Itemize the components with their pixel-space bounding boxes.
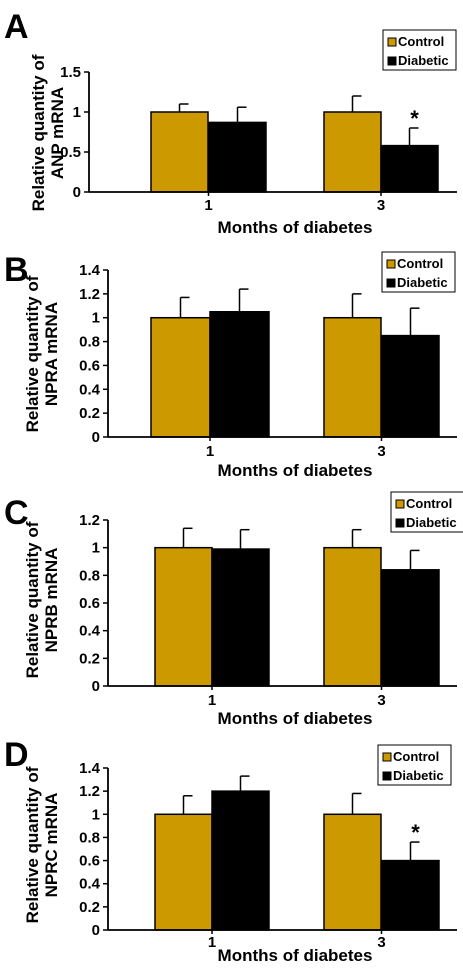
y-axis-label: Relative quantity ofNPRC mRNA	[23, 766, 61, 923]
bar-diabetic-1	[211, 548, 270, 687]
y-tick-label: 1.4	[79, 262, 101, 279]
y-axis-label-line: Relative quantity of	[23, 766, 42, 923]
y-tick-label: 0.4	[79, 623, 101, 640]
panel-letter: B	[4, 251, 29, 289]
legend-swatch-control	[386, 259, 396, 269]
y-tick-label: 1	[92, 540, 100, 557]
y-tick-label: 0	[92, 922, 100, 939]
significance-marker: *	[411, 820, 420, 845]
y-axis-label: Relative quantity ofANP mRNA	[29, 54, 67, 211]
y-axis-label: Relative quantity ofNPRA mRNA	[23, 275, 61, 432]
y-tick-label: 0.5	[60, 144, 81, 161]
y-tick-label: 1.2	[79, 783, 100, 800]
legend: Control Diabetic	[377, 744, 452, 786]
y-tick-label: 0.2	[79, 650, 100, 667]
legend-label-control: Control	[397, 256, 443, 271]
bar-control-1	[150, 316, 211, 438]
bar-control-1	[154, 813, 213, 931]
y-tick-label: 0.6	[79, 853, 100, 870]
bar-control-3	[323, 316, 382, 438]
y-tick-label: 1	[73, 104, 81, 121]
y-axis-label-line: NPRB mRNA	[42, 548, 61, 653]
bar-control-3	[323, 111, 382, 193]
bar-control-1	[154, 546, 213, 687]
legend-swatch-diabetic	[395, 518, 405, 528]
bar-diabetic-3	[381, 569, 440, 687]
y-tick-label: 0.8	[79, 334, 100, 351]
bar-control-3	[323, 546, 382, 687]
legend-label-diabetic: Diabetic	[406, 515, 457, 530]
legend-label-diabetic: Diabetic	[398, 53, 449, 68]
y-tick-label: 0.4	[79, 876, 101, 893]
x-tick-label: 3	[377, 934, 385, 951]
panel-letter: C	[4, 494, 29, 532]
x-axis-label: Months of diabetes	[218, 218, 373, 237]
y-tick-label: 0.2	[79, 405, 100, 422]
legend-label-control: Control	[393, 749, 439, 764]
significance-marker: *	[410, 106, 419, 131]
legend: Control Diabetic	[382, 29, 457, 71]
y-tick-label: 1	[92, 310, 100, 327]
y-tick-label: 0.8	[79, 567, 100, 584]
y-tick-label: 0	[73, 184, 81, 201]
y-tick-label: 0.6	[79, 357, 100, 374]
bar-diabetic-3	[380, 144, 439, 193]
legend-swatch-diabetic	[382, 771, 392, 781]
legend-swatch-control	[395, 499, 405, 509]
bar-control-1	[150, 111, 209, 193]
y-axis-label-line: ANP mRNA	[48, 87, 67, 179]
panel-letter: A	[4, 8, 29, 46]
x-tick-label: 1	[208, 934, 216, 951]
y-axis-label-line: Relative quantity of	[23, 275, 42, 432]
y-tick-label: 1.2	[79, 512, 100, 529]
legend: Control Diabetic	[381, 251, 456, 293]
bar-control-3	[323, 813, 382, 931]
x-tick-label: 3	[377, 197, 385, 214]
x-axis-label: Months of diabetes	[218, 709, 373, 728]
bar-diabetic-3	[381, 334, 440, 438]
y-tick-label: 1.5	[60, 64, 81, 81]
legend: Control Diabetic	[390, 491, 463, 533]
y-axis-label-line: Relative quantity of	[29, 54, 48, 211]
y-tick-label: 1	[92, 806, 100, 823]
legend-swatch-control	[382, 752, 392, 762]
x-axis-label: Months of diabetes	[218, 946, 373, 965]
y-axis-label-line: NPRC mRNA	[42, 793, 61, 898]
legend-label-control: Control	[398, 34, 444, 49]
bar-diabetic-1	[208, 121, 267, 193]
legend-label-diabetic: Diabetic	[393, 768, 444, 783]
panel-letter: D	[4, 736, 29, 774]
legend-swatch-control	[387, 37, 397, 47]
legend-swatch-diabetic	[386, 278, 396, 288]
x-tick-label: 3	[377, 692, 385, 709]
x-tick-label: 1	[206, 443, 214, 460]
y-tick-label: 0.6	[79, 595, 100, 612]
legend-label-control: Control	[406, 496, 452, 511]
x-tick-label: 1	[204, 197, 212, 214]
y-tick-label: 1.4	[79, 760, 101, 777]
y-axis-label-line: Relative quantity of	[23, 521, 42, 678]
y-tick-label: 0.2	[79, 899, 100, 916]
y-tick-label: 0.8	[79, 829, 100, 846]
x-tick-label: 3	[377, 443, 385, 460]
x-tick-label: 1	[208, 692, 216, 709]
y-tick-label: 0	[92, 429, 100, 446]
legend-label-diabetic: Diabetic	[397, 275, 448, 290]
y-axis-label-line: NPRA mRNA	[42, 302, 61, 406]
y-tick-label: 1.2	[79, 286, 100, 303]
x-axis-label: Months of diabetes	[218, 461, 373, 480]
legend-swatch-diabetic	[387, 56, 397, 66]
bar-diabetic-3	[381, 859, 440, 931]
bar-diabetic-1	[209, 311, 270, 438]
y-tick-label: 0	[92, 678, 100, 695]
bar-diabetic-1	[211, 790, 270, 931]
y-tick-label: 0.4	[79, 381, 101, 398]
y-axis-label: Relative quantity ofNPRB mRNA	[23, 521, 61, 678]
